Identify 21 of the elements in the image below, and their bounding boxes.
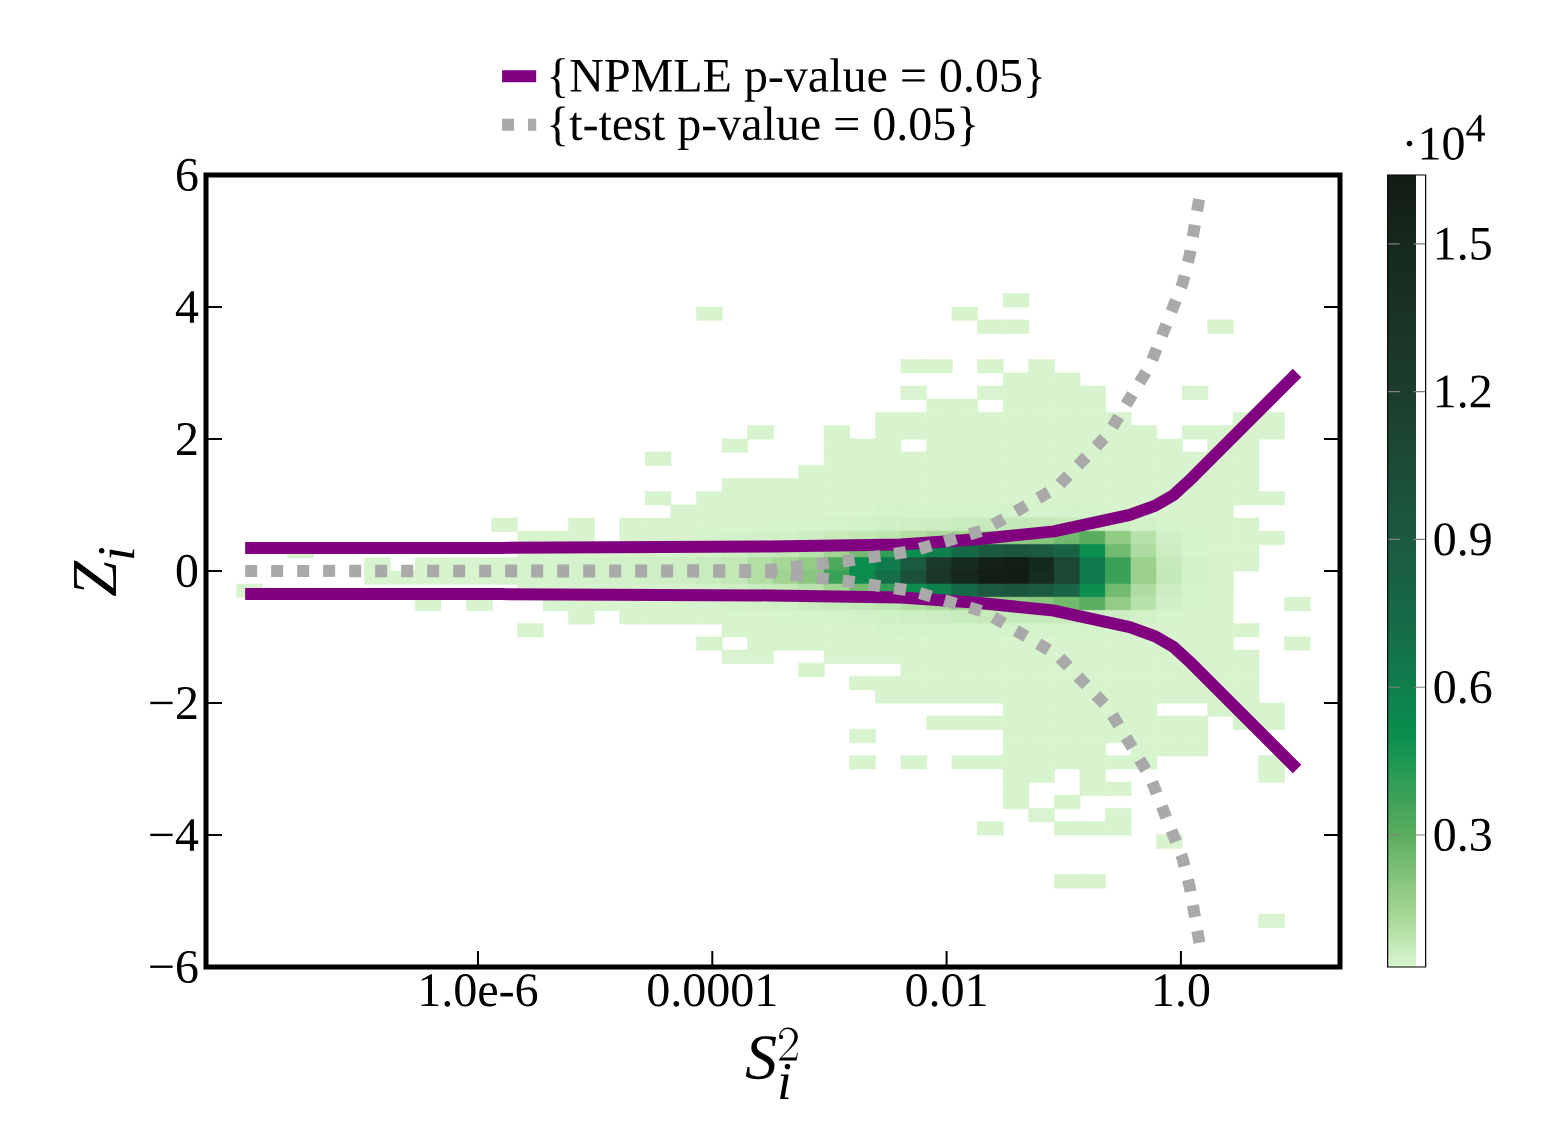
y-tick-label: 4 [175,291,199,323]
x-tick-label: 1.0 [1155,974,1210,1007]
x-axis-title: $S_i^2$ [745,1027,798,1099]
color-bar-label: 0.3 [1434,818,1491,852]
y-tick-label: −2 [150,687,197,719]
y-tick-label: 6 [177,158,198,192]
x-tick-label: 1.0e-6 [421,974,538,1007]
text: ·10$^{4}$ [1406,115,1485,160]
y-tick-label: −6 [150,950,198,984]
color-bar-label: 1.2 [1436,375,1491,408]
color-bar-label: 0.6 [1434,670,1492,704]
color-bar-label: 0.9 [1434,523,1491,556]
y-tick-label: 2 [177,423,197,455]
legend-label: {NPMLE p-value = 0.05} [550,58,1042,102]
y-axis-title: $Z_i$ [74,547,135,596]
y-tick-label: 0 [176,554,198,588]
x-tick-label: 0.01 [906,974,986,1007]
color-bar-label: 1.5 [1436,227,1491,261]
y-tick-label: −4 [150,819,199,851]
x-tick-label: 0.0001 [648,974,776,1007]
legend-label: {t-test p-value = 0.05} [550,106,975,151]
